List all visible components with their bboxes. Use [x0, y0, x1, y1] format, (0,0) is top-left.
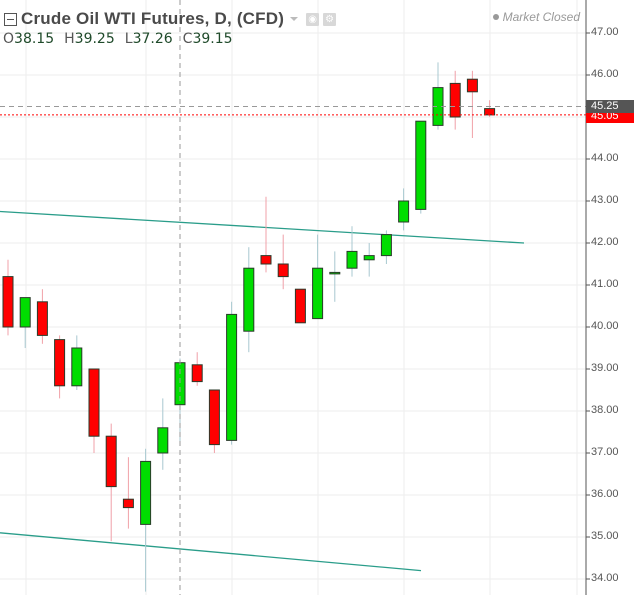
- price-tick-label: 35.00: [591, 530, 619, 542]
- candle: [54, 339, 66, 387]
- candle: [2, 276, 14, 328]
- gear-icon[interactable]: ⚙: [323, 12, 337, 26]
- price-tick-label: 41.00: [591, 278, 619, 290]
- candle: [449, 82, 461, 118]
- high-value: H39.25: [64, 31, 115, 47]
- grid: [0, 0, 586, 595]
- ohlc-values: O38.15 H39.25 L37.26 C39.15: [3, 31, 233, 47]
- candle: [19, 297, 31, 328]
- eye-icon[interactable]: ◉: [306, 12, 320, 26]
- trendlines[interactable]: [0, 210, 525, 572]
- collapse-icon[interactable]: [4, 12, 17, 26]
- candle: [312, 267, 324, 320]
- candle: [260, 255, 272, 265]
- candle: [157, 427, 169, 454]
- price-tick-label: 42.00: [591, 236, 619, 248]
- price-tick-label: 34.00: [591, 572, 619, 584]
- price-tick-label: 37.00: [591, 446, 619, 458]
- candle: [484, 108, 496, 116]
- candle: [71, 347, 83, 387]
- candle: [208, 389, 220, 446]
- candle: [415, 120, 427, 210]
- market-status: Market Closed: [492, 10, 580, 24]
- price-tick-label: 36.00: [591, 488, 619, 500]
- candle: [380, 234, 392, 257]
- candle: [36, 301, 48, 336]
- candle: [346, 250, 358, 269]
- price-tick-label: 46.00: [591, 68, 619, 80]
- candle: [363, 255, 375, 261]
- candle: [226, 313, 238, 441]
- candle: [140, 460, 152, 525]
- crosshair-price-tag: 45.25: [586, 99, 634, 113]
- price-tick-label: 40.00: [591, 320, 619, 332]
- trendline[interactable]: [0, 532, 422, 572]
- last-price-tag: 45.05: [586, 109, 634, 123]
- low-value: L37.26: [124, 31, 173, 47]
- candle: [466, 78, 478, 93]
- candle: [329, 271, 341, 275]
- candle: [105, 435, 117, 488]
- market-status-label: Market Closed: [502, 10, 580, 24]
- series-legend: Crude Oil WTI Futures, D, (CFD) ◉ ⚙: [4, 9, 337, 29]
- trendline[interactable]: [0, 210, 525, 244]
- candle: [398, 200, 410, 223]
- candle: [191, 364, 203, 383]
- price-tick-label: 38.00: [591, 404, 619, 416]
- candle: [122, 498, 134, 509]
- candle: [277, 263, 289, 278]
- candle: [294, 288, 306, 324]
- close-value: C39.15: [182, 31, 233, 47]
- candle: [88, 368, 100, 437]
- status-dot-icon: [492, 14, 499, 20]
- symbol-title[interactable]: Crude Oil WTI Futures, D, (CFD): [21, 9, 285, 28]
- price-tick-label: 43.00: [591, 194, 619, 206]
- price-tick-label: 47.00: [591, 26, 619, 38]
- candle: [243, 267, 255, 332]
- candles: [2, 62, 496, 592]
- price-tick-label: 44.00: [591, 152, 619, 164]
- price-tick-label: 39.00: [591, 362, 619, 374]
- open-value: O38.15: [3, 31, 55, 47]
- chevron-down-icon[interactable]: [290, 17, 299, 21]
